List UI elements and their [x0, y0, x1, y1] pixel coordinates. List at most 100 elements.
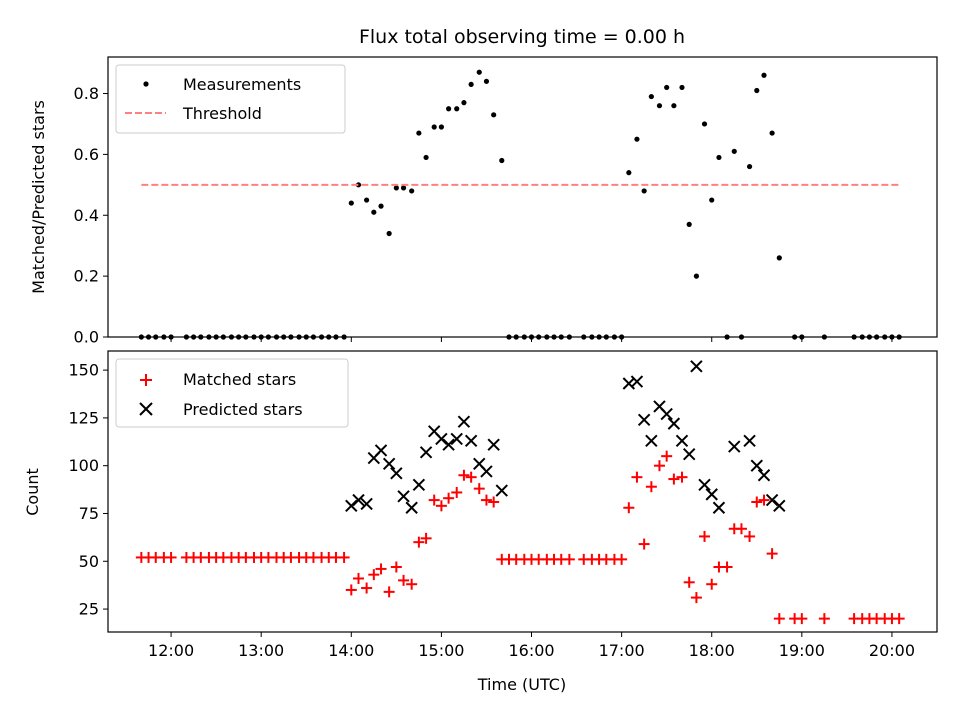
- bottom-y-axis-label: Count: [23, 468, 42, 516]
- matched-star-point: [735, 523, 747, 535]
- y-tick-label: 125: [68, 408, 99, 427]
- measurement-point: [769, 130, 775, 136]
- x-tick-label: 14:00: [328, 641, 374, 660]
- matched-star-point: [818, 613, 830, 625]
- x-tick-label: 15:00: [418, 641, 464, 660]
- y-tick-label: 50: [79, 552, 99, 571]
- bottom-legend-box: [115, 358, 349, 428]
- measurement-point: [476, 69, 482, 75]
- measurement-point: [409, 188, 415, 194]
- predicted-star-point: [382, 457, 396, 470]
- y-tick-label: 0.6: [74, 145, 99, 164]
- matched-star-point: [488, 496, 500, 508]
- matched-star-point: [766, 548, 778, 560]
- predicted-star-point: [360, 497, 373, 511]
- matched-star-point: [706, 578, 718, 590]
- x-tick-label: 20:00: [869, 641, 915, 660]
- matched-star-point: [676, 471, 688, 483]
- matched-star-point: [631, 471, 643, 483]
- matched-star-point: [796, 613, 808, 625]
- matched-star-point: [563, 553, 575, 565]
- predicted-star-point: [419, 446, 433, 459]
- predicted-star-point: [374, 444, 388, 457]
- measurement-point: [664, 84, 670, 91]
- measurement-point: [761, 72, 767, 78]
- measurement-point: [656, 103, 663, 109]
- predicted-star-point: [345, 499, 358, 513]
- measurement-point: [648, 93, 654, 100]
- matched-star-point: [443, 492, 455, 504]
- measurement-point: [364, 197, 370, 203]
- matched-star-point: [451, 486, 463, 498]
- x-tick-label: 19:00: [779, 641, 825, 660]
- measurement-point: [378, 203, 384, 209]
- top-y-axis: 0.0 0.2 0.4 0.6 0.8: [74, 84, 108, 347]
- matched-star-point: [406, 578, 418, 590]
- measurement-point: [746, 163, 753, 170]
- matched-star-point: [420, 532, 432, 544]
- top-x-axis: [170, 337, 893, 342]
- y-tick-label: 75: [79, 504, 99, 523]
- bottom-x-axis: 12:00 13:00 14:00 15:00 16:00 17:00 18:00 19:00…: [148, 632, 915, 660]
- measurement-point: [393, 185, 399, 191]
- matched-star-point: [428, 494, 440, 506]
- matched-star-point: [383, 586, 395, 598]
- matched-star-point: [338, 551, 350, 563]
- matched-star-point: [345, 584, 357, 596]
- predicted-star-point: [712, 501, 726, 514]
- measurement-point: [416, 130, 422, 136]
- predicted-star-point: [705, 488, 718, 501]
- predicted-star-point: [435, 432, 448, 446]
- matched-star-point: [353, 572, 365, 584]
- matched-star-point: [480, 494, 492, 506]
- x-tick-label: 12:00: [148, 641, 194, 660]
- measurement-point: [709, 197, 715, 203]
- predicted-star-point: [750, 459, 763, 472]
- matched-star-point: [661, 450, 673, 462]
- predicted-star-point: [464, 434, 478, 448]
- matched-star-point: [390, 561, 402, 573]
- predicted-star-point: [487, 438, 500, 451]
- measurement-point: [461, 100, 467, 106]
- measurement-point: [671, 103, 677, 109]
- predicted-star-point: [480, 465, 493, 478]
- measurement-point: [716, 154, 722, 161]
- matched-star-point: [893, 613, 905, 625]
- measurement-point: [438, 124, 445, 130]
- legend-matched-marker: [140, 374, 152, 386]
- measurement-point: [491, 112, 497, 118]
- bottom-legend: Matched stars Predicted stars: [115, 358, 349, 428]
- predicted-star-point: [682, 448, 696, 461]
- matched-star-point: [668, 473, 680, 485]
- matched-star-point: [721, 561, 733, 573]
- y-tick-label: 25: [79, 600, 99, 619]
- measurement-point: [776, 255, 782, 261]
- measurement-point: [693, 273, 700, 279]
- predicted-star-point: [637, 413, 651, 427]
- predicted-star-point: [397, 490, 410, 503]
- chart-title: Flux total observing time = 0.00 h: [359, 26, 685, 48]
- predicted-star-point: [457, 415, 471, 428]
- matched-star-point: [473, 483, 485, 495]
- predicted-star-point: [352, 493, 365, 507]
- bottom-plot-marks: [135, 360, 905, 625]
- measurement-point: [371, 209, 377, 215]
- predicted-star-point: [675, 434, 689, 448]
- y-tick-label: 150: [68, 361, 99, 380]
- matched-star-point: [744, 530, 756, 542]
- predicted-star-point: [405, 501, 418, 514]
- matched-star-point: [690, 592, 702, 604]
- predicted-star-point: [495, 484, 508, 497]
- matched-star-point: [751, 496, 763, 508]
- matched-star-point: [435, 500, 447, 512]
- matched-star-point: [375, 563, 387, 575]
- matched-star-point: [458, 469, 470, 481]
- bottom-axes-frame: [107, 350, 938, 633]
- matched-star-point: [645, 481, 657, 493]
- measurement-point: [423, 154, 429, 161]
- matched-star-point: [368, 569, 380, 581]
- matched-star-point: [398, 574, 410, 586]
- y-tick-label: 0.2: [74, 267, 99, 286]
- x-tick-label: 16:00: [508, 641, 554, 660]
